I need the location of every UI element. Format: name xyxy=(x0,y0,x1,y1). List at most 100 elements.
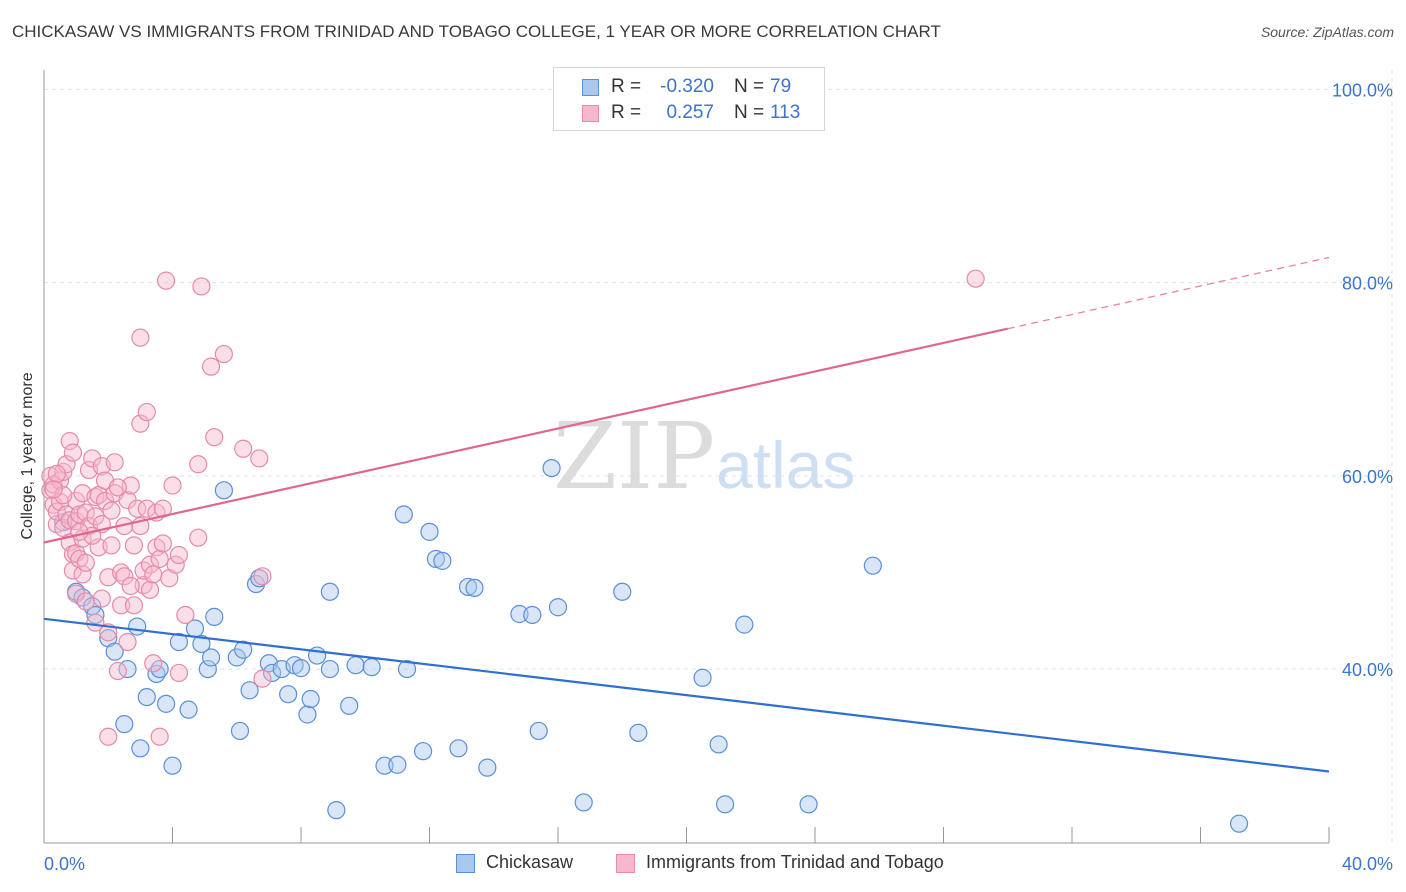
chickasaw-point xyxy=(115,715,134,734)
watermark-atlas: atlas xyxy=(716,428,855,502)
n-value: 113 xyxy=(770,102,801,123)
trinidad-point xyxy=(163,476,182,495)
y-tick-label: 60.0% xyxy=(1342,467,1393,487)
stats-swatch-pink xyxy=(582,105,599,122)
chickasaw-point xyxy=(1229,814,1249,833)
chickasaw-point xyxy=(397,659,417,679)
trinidad-point xyxy=(131,414,150,433)
trinidad-point xyxy=(253,669,272,688)
x-tick-label-max: 40.0% xyxy=(1342,854,1393,874)
chickasaw-point xyxy=(250,569,269,588)
chickasaw-point xyxy=(394,505,413,524)
trinidad-trend-line xyxy=(43,327,1008,544)
chickasaw-point xyxy=(234,640,253,659)
chickasaw-point xyxy=(735,615,754,634)
chickasaw-point xyxy=(240,681,259,700)
trinidad-point xyxy=(57,505,76,524)
trinidad-point xyxy=(57,455,76,474)
watermark: ZIP atlas xyxy=(553,403,855,510)
chickasaw-point xyxy=(449,739,468,758)
chickasaw-point xyxy=(156,694,176,713)
trend-lines xyxy=(43,256,1330,773)
chickasaw-point xyxy=(542,458,561,478)
trinidad-point xyxy=(205,428,224,447)
trinidad-point xyxy=(83,449,102,468)
trinidad-point xyxy=(140,580,160,599)
chickasaw-point xyxy=(529,721,548,741)
chickasaw-point xyxy=(131,739,150,758)
x-tick-label-min: 0.0% xyxy=(44,854,85,874)
trinidad-point xyxy=(189,528,208,547)
trinidad-point xyxy=(76,553,95,572)
trinidad-point xyxy=(966,269,985,288)
chickasaw-point xyxy=(340,696,359,715)
trinidad-point xyxy=(102,536,121,555)
trinidad-point xyxy=(70,522,89,541)
stats-swatch-blue xyxy=(582,79,599,96)
trinidad-point xyxy=(86,613,105,632)
chickasaw-point xyxy=(548,598,568,617)
trinidad-point xyxy=(150,727,169,746)
trinidad-point xyxy=(102,501,121,520)
chickasaw-point xyxy=(279,685,298,704)
chickasaw-point xyxy=(510,604,529,624)
chickasaw-point xyxy=(320,582,340,601)
trinidad-point xyxy=(108,661,127,681)
legend-swatch-pink xyxy=(616,854,635,873)
chickasaw-point xyxy=(433,551,452,570)
trinidad-point xyxy=(76,503,95,522)
chickasaw-point xyxy=(709,735,728,754)
stats-row-chickasaw: R = -0.320 N = 79 xyxy=(554,76,824,102)
trinidad-point xyxy=(99,727,118,746)
legend-swatch-blue xyxy=(456,854,475,873)
trinidad-point xyxy=(144,654,163,673)
source-label: Source: ZipAtlas.com xyxy=(1260,24,1394,40)
chickasaw-point xyxy=(137,687,156,707)
trinidad-point xyxy=(86,487,105,507)
chickasaw-point xyxy=(201,648,221,667)
chickasaw-point xyxy=(262,663,282,683)
watermark-zip: ZIP xyxy=(553,403,715,510)
trinidad-point xyxy=(131,328,150,347)
trinidad-point xyxy=(156,271,176,290)
y-tick-label: 80.0% xyxy=(1342,274,1393,294)
trinidad-point xyxy=(176,605,195,625)
chickasaw-point xyxy=(301,689,320,709)
chickasaw-point xyxy=(291,659,311,678)
n-value: 79 xyxy=(770,76,792,97)
stats-row-trinidad: R = 0.257 N = 113 xyxy=(554,102,824,128)
trinidad-point xyxy=(124,596,144,615)
chickasaw-point xyxy=(413,742,433,761)
chickasaw-point xyxy=(147,664,166,684)
chickasaw-point xyxy=(105,642,124,661)
trinidad-point xyxy=(140,555,160,574)
chickasaw-point xyxy=(192,634,211,654)
trinidad-point xyxy=(47,464,66,483)
trinidad-point xyxy=(128,499,147,518)
trinidad-point xyxy=(137,402,156,422)
chickasaw-point xyxy=(715,795,735,814)
trinidad-point xyxy=(44,480,63,499)
trinidad-point xyxy=(253,567,272,586)
chickasaw-trend-line xyxy=(43,617,1330,773)
trinidad-trend-line-extension xyxy=(1007,256,1330,330)
chickasaw-point xyxy=(799,795,818,814)
n-label: N = xyxy=(734,76,765,97)
trinidad-point xyxy=(192,277,211,296)
chickasaw-point xyxy=(458,577,478,597)
chickasaw-point xyxy=(346,656,365,675)
chickasaw-point xyxy=(298,705,317,724)
legend-label: Immigrants from Trinidad and Tobago xyxy=(646,852,944,872)
r-value: -0.320 xyxy=(660,76,714,97)
chickasaw-point xyxy=(320,659,340,679)
trinidad-point xyxy=(63,443,83,462)
chickasaw-point xyxy=(388,755,407,774)
trinidad-point xyxy=(144,565,163,584)
trinidad-point xyxy=(250,449,269,468)
trinidad-point xyxy=(169,545,189,565)
chickasaw-point xyxy=(420,522,439,541)
chickasaw-point xyxy=(574,793,593,812)
y-tick-label: 40.0% xyxy=(1342,660,1393,680)
chickasaw-point xyxy=(613,582,632,601)
